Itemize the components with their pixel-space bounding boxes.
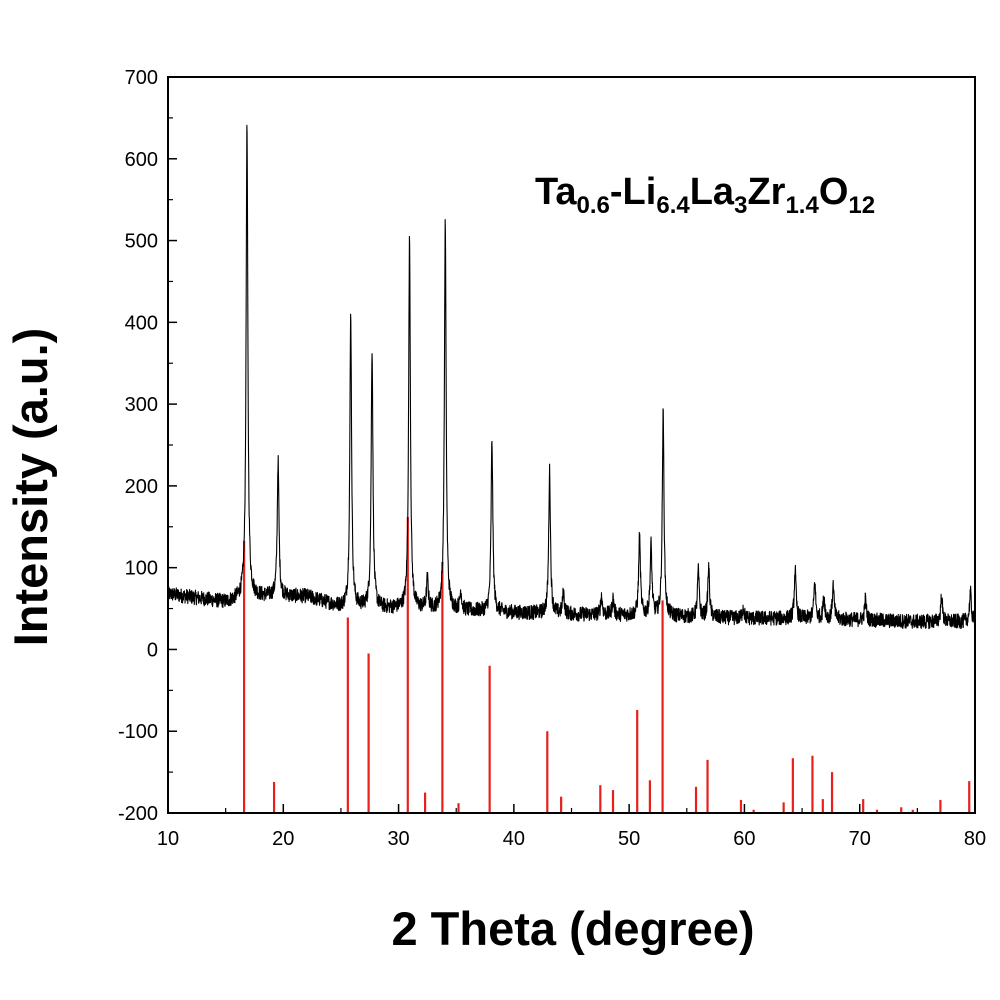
xrd-pattern-line	[167, 124, 976, 630]
formula-subscript: 6.4	[656, 192, 690, 219]
y-tick-label: 600	[125, 149, 158, 171]
formula-subscript: 3	[734, 192, 747, 219]
formula-element: O	[819, 171, 849, 213]
x-axis-title: 2 Theta (degree)	[391, 902, 754, 955]
formula-subscript: 12	[848, 192, 875, 219]
x-tick-label: 50	[618, 828, 640, 850]
formula-element: Zr	[747, 171, 785, 213]
y-tick-label: 100	[125, 558, 158, 580]
x-tick-label: 40	[503, 828, 525, 850]
y-tick-label: -200	[118, 803, 158, 825]
x-tick-label: 60	[733, 828, 755, 850]
reference-sticks	[242, 516, 971, 813]
y-tick-label: 400	[125, 312, 158, 334]
y-axis-ticks: -200 -100 0 100 200 300 400 500 600 700	[118, 67, 177, 825]
formula-element: Ta	[535, 171, 577, 213]
x-tick-label: 20	[272, 828, 294, 850]
formula-subscript: 1.4	[785, 192, 819, 219]
y-axis-title: Intensity (a.u.)	[4, 328, 57, 647]
y-tick-label: 0	[147, 639, 158, 661]
y-tick-label: 200	[125, 476, 158, 498]
x-tick-label: 10	[157, 828, 179, 850]
sample-formula-label: Ta0.6-Li6.4La3Zr1.4O12	[535, 171, 875, 219]
y-tick-label: 500	[125, 231, 158, 253]
y-tick-label: -100	[118, 721, 158, 743]
x-axis-ticks: 10 20 30 40 50 60 70 80	[157, 804, 986, 850]
formula-element: -Li	[610, 171, 656, 213]
x-tick-label: 70	[849, 828, 871, 850]
y-tick-label: 700	[125, 67, 158, 89]
x-tick-label: 80	[964, 828, 986, 850]
x-tick-label: 30	[387, 828, 409, 850]
formula-element: La	[690, 171, 735, 213]
formula-subscript: 0.6	[577, 192, 610, 219]
y-tick-label: 300	[125, 394, 158, 416]
